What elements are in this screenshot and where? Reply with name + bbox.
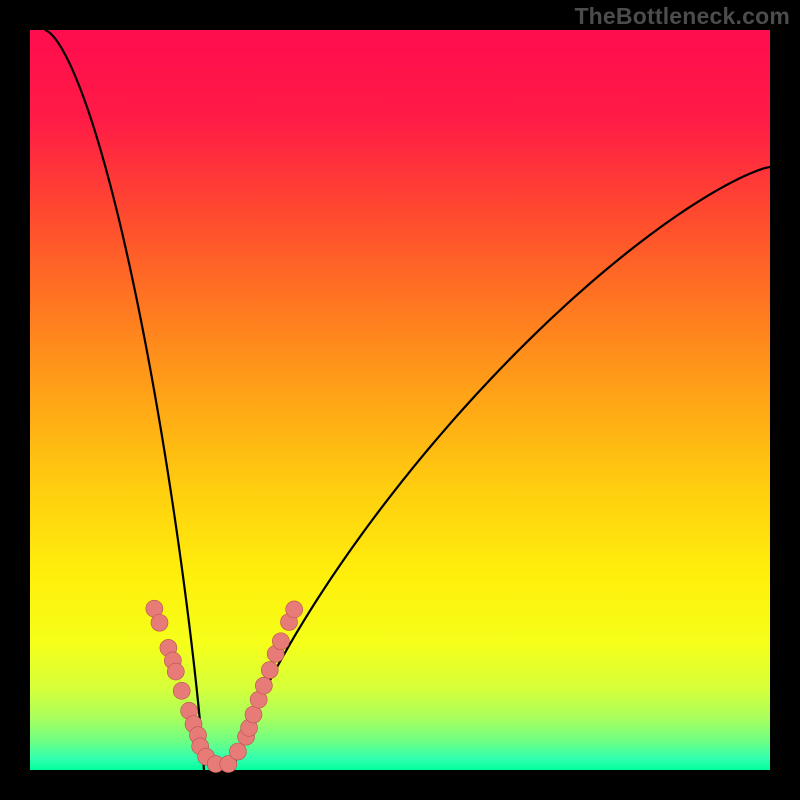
data-marker [173,682,190,699]
data-marker [151,614,168,631]
watermark-text: TheBottleneck.com [574,3,790,30]
gradient-background [30,30,770,770]
chart-svg [0,0,800,800]
data-marker [229,743,246,760]
data-marker [167,663,184,680]
data-marker [261,662,278,679]
data-marker [272,633,289,650]
canvas: TheBottleneck.com [0,0,800,800]
data-marker [255,677,272,694]
data-marker [286,601,303,618]
data-marker [245,706,262,723]
